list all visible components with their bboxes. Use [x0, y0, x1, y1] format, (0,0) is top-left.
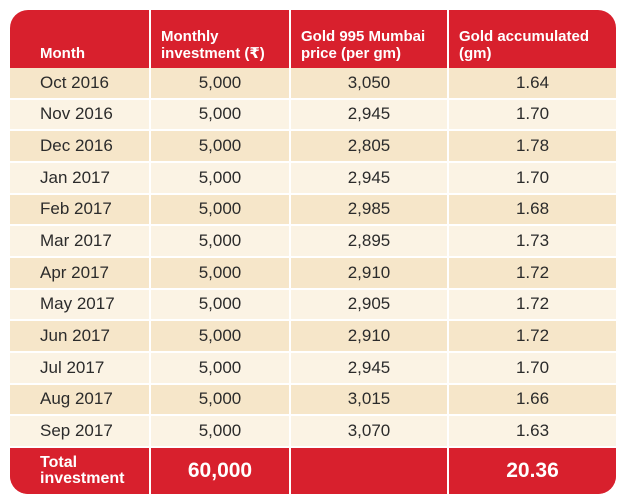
table-row: Sep 2017 5,000 3,070 1.63 — [10, 415, 616, 448]
cell-gold-price: 3,015 — [290, 383, 449, 417]
total-price-empty — [290, 447, 449, 494]
cell-month: Nov 2016 — [10, 98, 151, 132]
cell-monthly-investment: 5,000 — [150, 161, 291, 195]
cell-monthly-investment: 5,000 — [150, 288, 291, 322]
header-gold-price: Gold 995 Mumbai price (per gm) — [290, 10, 449, 68]
cell-month: Aug 2017 — [10, 383, 151, 417]
table-row: Nov 2016 5,000 2,945 1.70 — [10, 98, 616, 132]
cell-gold-price: 2,910 — [290, 256, 449, 290]
cell-monthly-investment: 5,000 — [150, 98, 291, 132]
table-row: May 2017 5,000 2,905 1.72 — [10, 288, 616, 322]
table-row: Aug 2017 5,000 3,015 1.66 — [10, 383, 616, 417]
table-row: Jan 2017 5,000 2,945 1.70 — [10, 161, 616, 195]
cell-gold-accumulated: 1.72 — [448, 320, 616, 353]
cell-gold-price: 2,905 — [290, 288, 449, 322]
cell-gold-accumulated: 1.78 — [448, 130, 616, 163]
cell-monthly-investment: 5,000 — [150, 383, 291, 417]
cell-month: Jun 2017 — [10, 320, 151, 353]
cell-gold-price: 2,945 — [290, 98, 449, 132]
cell-month: Jul 2017 — [10, 351, 151, 385]
table-body: Oct 2016 5,000 3,050 1.64 Nov 2016 5,000 2,945… — [10, 68, 616, 448]
cell-gold-accumulated: 1.64 — [448, 68, 616, 100]
table-row: Oct 2016 5,000 3,050 1.64 — [10, 68, 616, 100]
header-monthly-investment: Monthly investment (₹) — [150, 10, 291, 68]
gold-sip-table-frame: Month Monthly investment (₹) Gold 995 Mu… — [10, 10, 616, 494]
table-row: Mar 2017 5,000 2,895 1.73 — [10, 225, 616, 258]
cell-gold-accumulated: 1.73 — [448, 225, 616, 258]
header-row: Month Monthly investment (₹) Gold 995 Mu… — [10, 10, 616, 68]
cell-monthly-investment: 5,000 — [150, 193, 291, 227]
cell-gold-price: 2,945 — [290, 161, 449, 195]
cell-monthly-investment: 5,000 — [150, 130, 291, 163]
cell-gold-price: 2,895 — [290, 225, 449, 258]
cell-month: May 2017 — [10, 288, 151, 322]
cell-gold-accumulated: 1.66 — [448, 383, 616, 417]
cell-gold-accumulated: 1.72 — [448, 288, 616, 322]
cell-month: Oct 2016 — [10, 68, 151, 100]
cell-gold-price: 3,050 — [290, 68, 449, 100]
cell-month: Dec 2016 — [10, 130, 151, 163]
cell-month: Sep 2017 — [10, 415, 151, 448]
table-row: Apr 2017 5,000 2,910 1.72 — [10, 256, 616, 290]
cell-gold-accumulated: 1.72 — [448, 256, 616, 290]
cell-monthly-investment: 5,000 — [150, 225, 291, 258]
header-month: Month — [10, 10, 151, 68]
cell-monthly-investment: 5,000 — [150, 351, 291, 385]
cell-gold-price: 2,805 — [290, 130, 449, 163]
total-investment-value: 60,000 — [150, 447, 291, 494]
cell-monthly-investment: 5,000 — [150, 415, 291, 448]
cell-gold-price: 2,985 — [290, 193, 449, 227]
cell-monthly-investment: 5,000 — [150, 256, 291, 290]
cell-gold-price: 3,070 — [290, 415, 449, 448]
total-gold-value: 20.36 — [448, 447, 616, 494]
total-row: Total investment 60,000 20.36 — [10, 447, 616, 494]
cell-month: Mar 2017 — [10, 225, 151, 258]
table-row: Dec 2016 5,000 2,805 1.78 — [10, 130, 616, 163]
cell-gold-accumulated: 1.68 — [448, 193, 616, 227]
table-row: Jun 2017 5,000 2,910 1.72 — [10, 320, 616, 353]
table-row: Jul 2017 5,000 2,945 1.70 — [10, 351, 616, 385]
cell-monthly-investment: 5,000 — [150, 68, 291, 100]
cell-gold-accumulated: 1.63 — [448, 415, 616, 448]
cell-month: Jan 2017 — [10, 161, 151, 195]
cell-gold-accumulated: 1.70 — [448, 351, 616, 385]
cell-monthly-investment: 5,000 — [150, 320, 291, 353]
total-label: Total investment — [10, 447, 151, 494]
cell-gold-price: 2,945 — [290, 351, 449, 385]
cell-gold-price: 2,910 — [290, 320, 449, 353]
cell-gold-accumulated: 1.70 — [448, 98, 616, 132]
table-row: Feb 2017 5,000 2,985 1.68 — [10, 193, 616, 227]
gold-sip-table: Month Monthly investment (₹) Gold 995 Mu… — [10, 10, 616, 494]
cell-month: Feb 2017 — [10, 193, 151, 227]
cell-month: Apr 2017 — [10, 256, 151, 290]
cell-gold-accumulated: 1.70 — [448, 161, 616, 195]
header-gold-accumulated: Gold accumulated (gm) — [459, 28, 590, 62]
